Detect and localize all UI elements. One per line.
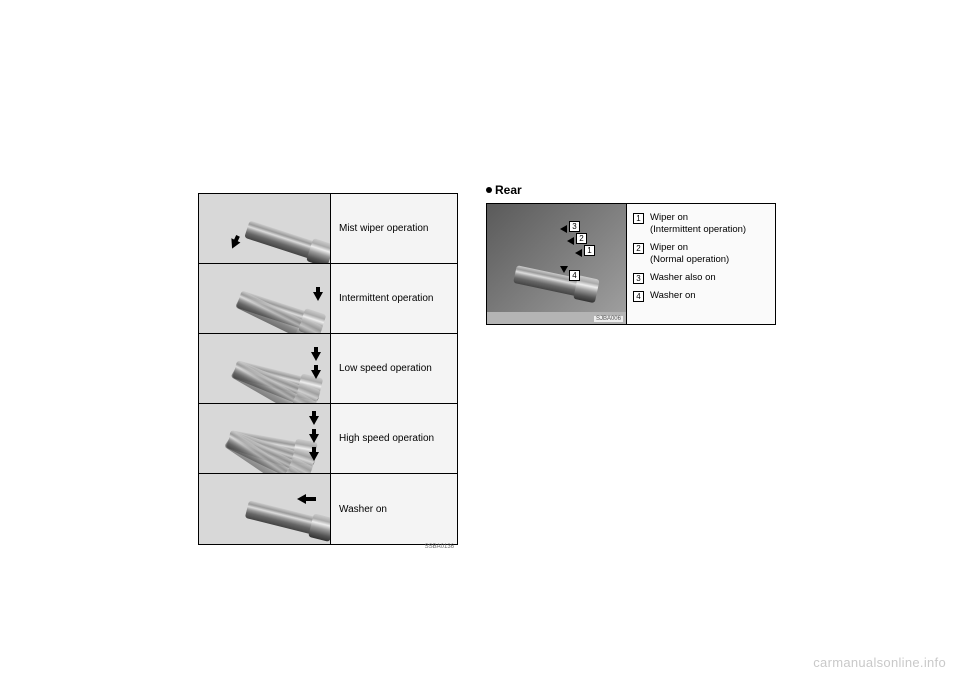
row-label: Mist wiper operation: [331, 194, 457, 263]
row-label: Intermittent operation: [331, 264, 457, 333]
legend-text: Wiper on (Intermittent operation): [650, 212, 746, 236]
table-row: Low speed operation: [199, 334, 457, 404]
figure-ref-code: SSBA0136: [198, 543, 458, 550]
legend-item: 4 Washer on: [633, 290, 769, 302]
stalk-diagram-low: [199, 334, 331, 403]
stalk-diagram-rear: 3 2 1 4 SJBA006: [487, 204, 627, 324]
callout-box: 2: [576, 233, 587, 244]
legend-label: Washer also on: [650, 272, 716, 283]
row-label: High speed operation: [331, 404, 457, 473]
page: Mist wiper operation Intermittent operat…: [0, 0, 960, 680]
legend-num: 3: [633, 273, 644, 284]
section-heading: Rear: [486, 183, 776, 197]
callout-box: 3: [569, 221, 580, 232]
callout-box: 4: [569, 270, 580, 281]
rear-wiper-figure: 3 2 1 4 SJBA006 1 Wiper on (Intermittent…: [486, 203, 776, 325]
legend-text: Washer on: [650, 290, 696, 302]
legend-text: Wiper on (Normal operation): [650, 242, 729, 266]
figure-ref-code: SJBA006: [594, 316, 623, 322]
row-label: Washer on: [331, 474, 457, 544]
legend-item: 2 Wiper on (Normal operation): [633, 242, 769, 266]
table-row: Washer on: [199, 474, 457, 544]
legend-sublabel: (Normal operation): [650, 254, 729, 265]
callout-box: 1: [584, 245, 595, 256]
table-row: Intermittent operation: [199, 264, 457, 334]
table-row: Mist wiper operation: [199, 194, 457, 264]
heading-text: Rear: [495, 183, 522, 197]
legend-num: 2: [633, 243, 644, 254]
stalk-diagram-high: [199, 404, 331, 473]
stalk-diagram-washer: [199, 474, 331, 544]
bullet-icon: [486, 187, 492, 193]
legend-text: Washer also on: [650, 272, 716, 284]
legend-label: Wiper on: [650, 242, 688, 253]
legend-list: 1 Wiper on (Intermittent operation) 2 Wi…: [627, 204, 775, 324]
legend-label: Wiper on: [650, 212, 688, 223]
legend-label: Washer on: [650, 290, 696, 301]
front-wiper-table: Mist wiper operation Intermittent operat…: [198, 193, 458, 545]
table-row: High speed operation: [199, 404, 457, 474]
legend-num: 1: [633, 213, 644, 224]
legend-item: 3 Washer also on: [633, 272, 769, 284]
legend-num: 4: [633, 291, 644, 302]
stalk-diagram-intermittent: [199, 264, 331, 333]
legend-sublabel: (Intermittent operation): [650, 224, 746, 235]
rear-wiper-panel: Rear 3 2 1 4 SJBA006 1: [486, 183, 776, 325]
watermark: carmanualsonline.info: [813, 655, 946, 670]
row-label: Low speed operation: [331, 334, 457, 403]
stalk-diagram-mist: [199, 194, 331, 263]
legend-item: 1 Wiper on (Intermittent operation): [633, 212, 769, 236]
